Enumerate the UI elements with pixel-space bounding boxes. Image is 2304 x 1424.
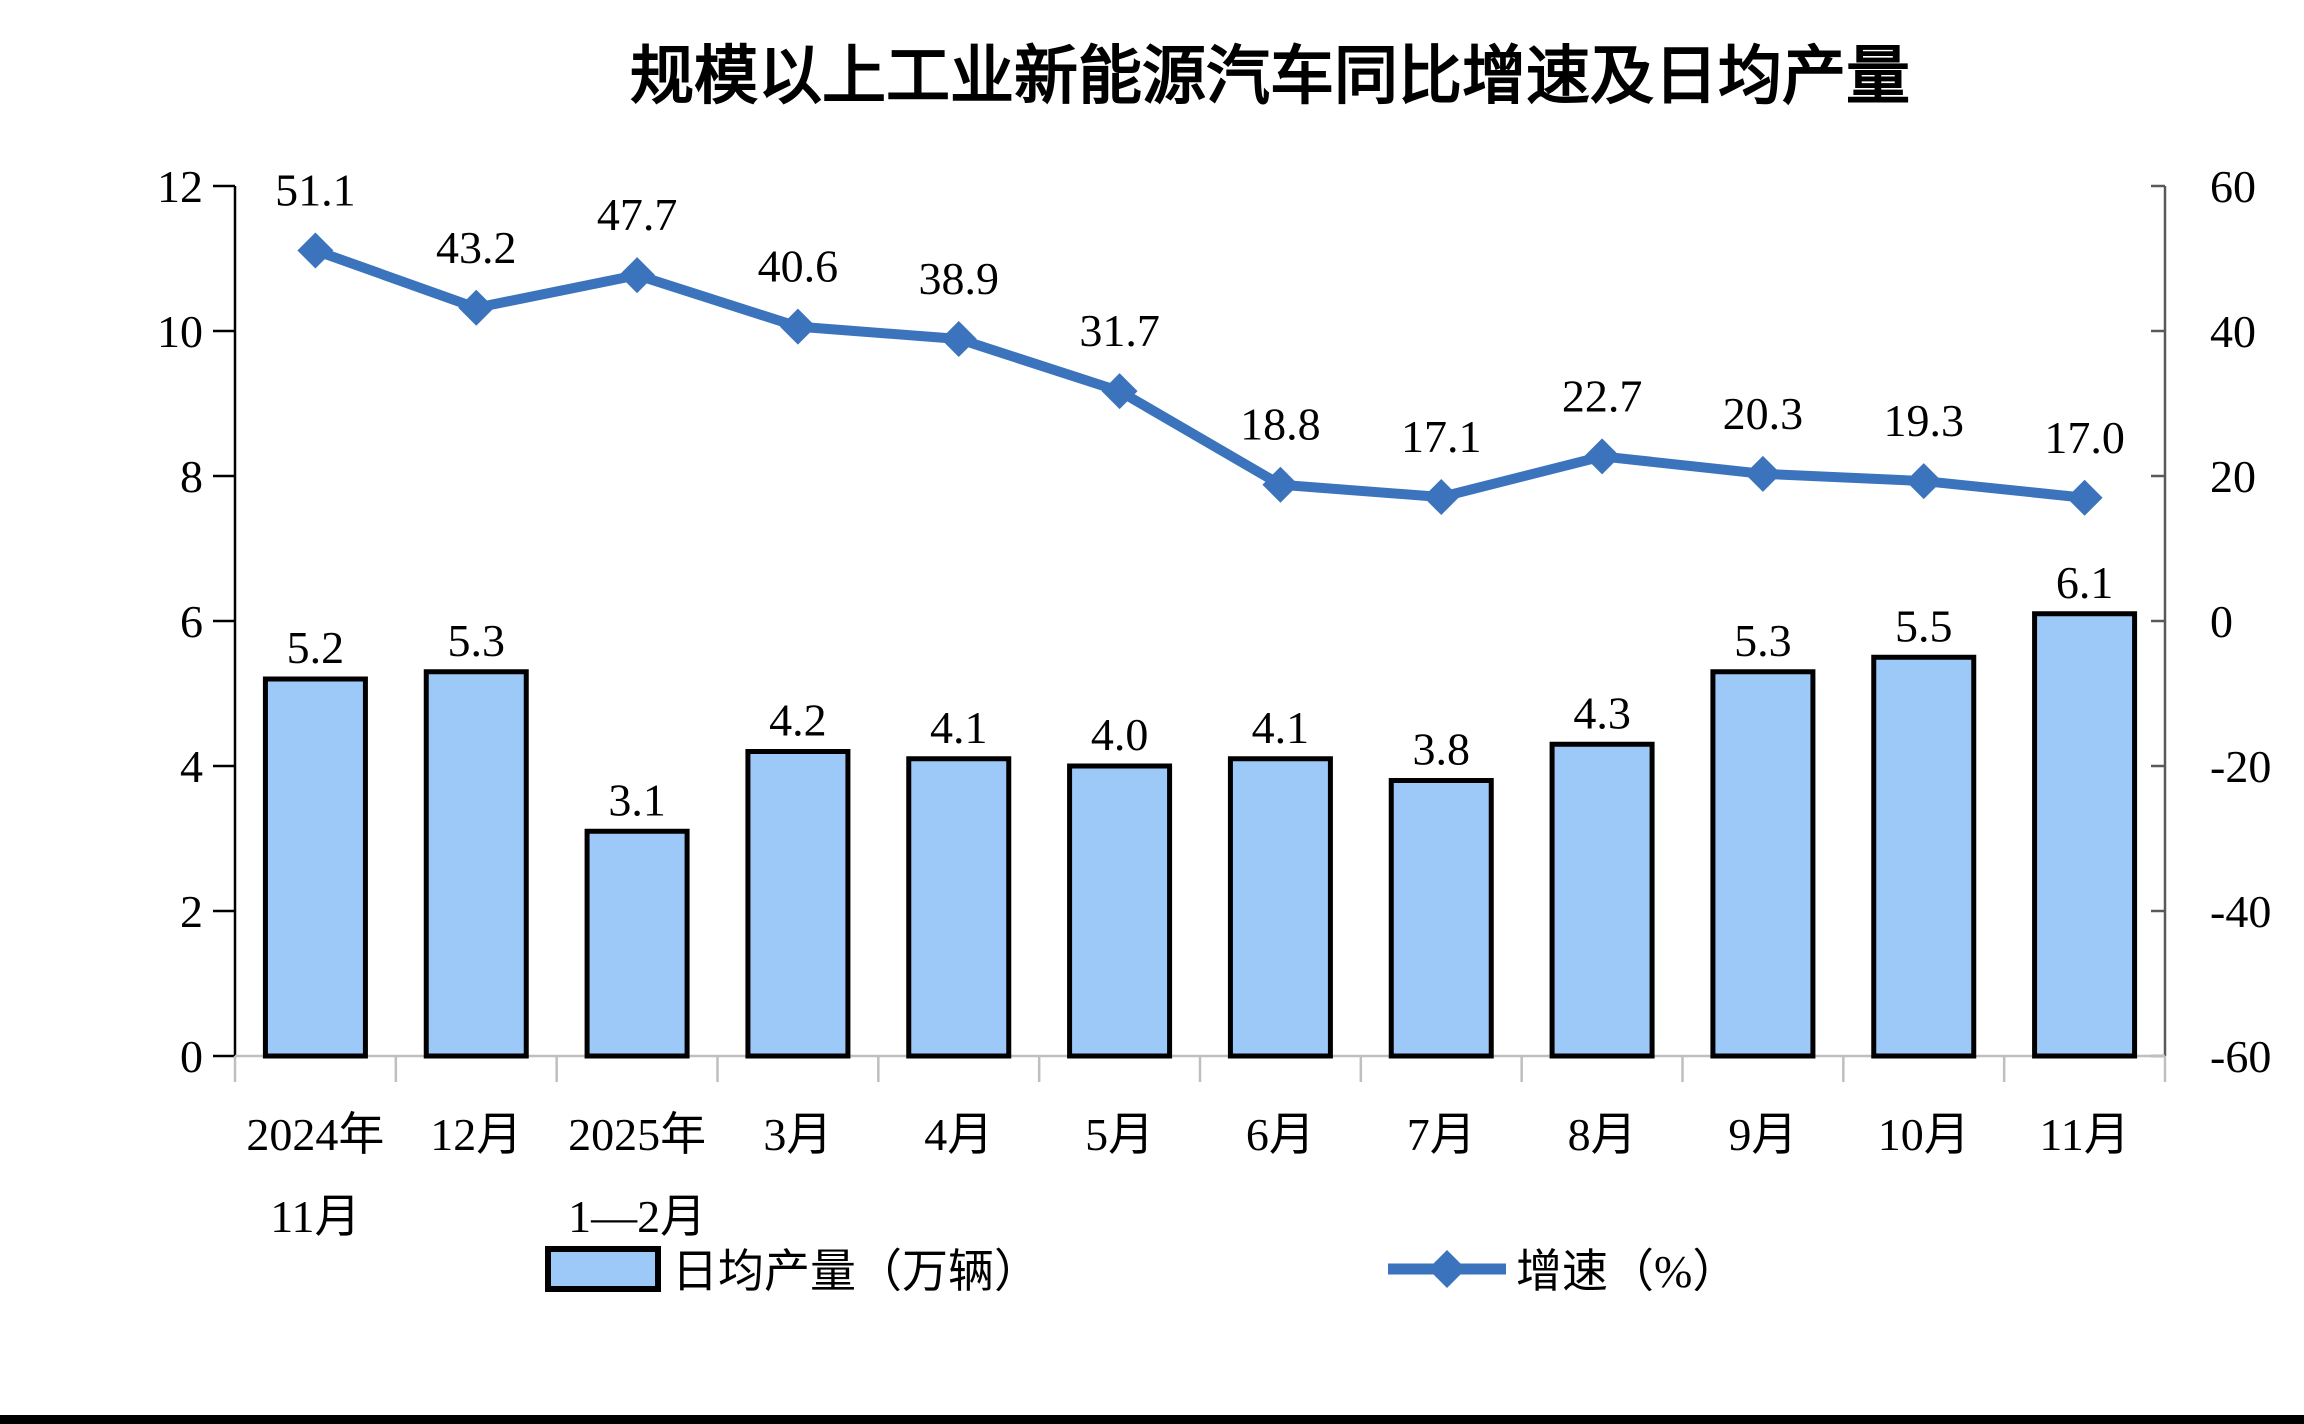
right-axis-tick-label: 0 <box>2210 596 2233 647</box>
bar <box>1067 763 1173 1059</box>
right-axis-tick-label: 60 <box>2210 161 2256 212</box>
x-category-label: 2025年 <box>568 1109 706 1160</box>
x-category-label: 7月 <box>1407 1109 1476 1160</box>
line-legend-marker <box>1428 1250 1466 1288</box>
line-value-label: 17.0 <box>2044 412 2125 463</box>
axes: 0 2 4 6 8 10 12 -60 -40 -20 0 20 40 60 <box>157 161 2271 1082</box>
x-category-label: 12月 <box>430 1109 522 1160</box>
bar <box>2032 611 2138 1059</box>
left-axis-tick-label: 8 <box>180 451 203 502</box>
x-category-label: 10月 <box>1878 1109 1970 1160</box>
left-axis-tick-label: 10 <box>157 306 203 357</box>
x-category-label: 11月 <box>270 1191 360 1242</box>
bar <box>1388 778 1494 1059</box>
line-marker <box>779 308 816 345</box>
x-category-label: 9月 <box>1728 1109 1797 1160</box>
line-value-label: 18.8 <box>1240 399 1321 450</box>
line-value-label: 19.3 <box>1884 395 1965 446</box>
line-series: 51.1 43.2 47.7 40.6 38.9 31.7 18.8 17.1 22.7 20.3… <box>275 165 2125 516</box>
x-category-label: 4月 <box>924 1109 993 1160</box>
bar <box>262 676 368 1059</box>
line-marker <box>1101 373 1138 410</box>
bar <box>1549 741 1655 1059</box>
bottom-border <box>0 1415 2304 1424</box>
chart-title: 规模以上工业新能源汽车同比增速及日均产量 <box>630 41 1910 112</box>
line-marker <box>619 257 656 294</box>
bar <box>423 669 529 1059</box>
left-axis-tick-label: 0 <box>180 1031 203 1082</box>
line-marker <box>1905 463 1942 500</box>
line-marker <box>1423 479 1460 516</box>
bar-value-label: 4.0 <box>1091 709 1149 760</box>
bar-value-label: 5.5 <box>1895 600 1953 651</box>
legend: 日均产量（万辆） 增速（%） <box>545 1246 1738 1297</box>
bar <box>1227 756 1333 1059</box>
bar-value-label: 6.1 <box>2056 557 2114 608</box>
left-axis-tick-label: 2 <box>180 886 203 937</box>
line-marker <box>940 320 977 357</box>
left-axis-tick-label: 4 <box>180 741 203 792</box>
legend-item-growth: 增速（%） <box>1388 1246 1738 1297</box>
bar <box>1710 669 1816 1059</box>
right-axis-tick-label: -60 <box>2210 1031 2271 1082</box>
line-value-label: 22.7 <box>1562 370 1643 421</box>
right-axis-tick-label: 40 <box>2210 306 2256 357</box>
line-marker <box>1584 438 1621 475</box>
x-category-label: 3月 <box>763 1109 832 1160</box>
line-marker <box>297 232 334 269</box>
x-category-label: 8月 <box>1568 1109 1637 1160</box>
line-value-label: 47.7 <box>597 189 678 240</box>
x-category-label: 6月 <box>1246 1109 1315 1160</box>
bar <box>584 828 690 1059</box>
bar-value-label: 4.2 <box>769 695 827 746</box>
line-value-label: 43.2 <box>436 222 517 273</box>
bar-legend-swatch <box>545 1246 661 1292</box>
left-axis-tick-label: 12 <box>157 161 203 212</box>
bar-value-label: 3.8 <box>1413 724 1471 775</box>
bar-value-label: 4.1 <box>930 702 988 753</box>
left-axis-tick-label: 6 <box>180 596 203 647</box>
line-value-label: 38.9 <box>919 253 1000 304</box>
right-axis-tick-label: -40 <box>2210 886 2271 937</box>
line-value-label: 51.1 <box>275 165 356 216</box>
x-axis-labels: 2024年 11月 12月 2025年 1—2月 3月 4月 5月 6月 7月 8月 9月 10月 11月 <box>246 1109 2129 1242</box>
right-axis-tick-label: 20 <box>2210 451 2256 502</box>
legend-label-growth: 增速（%） <box>1516 1246 1738 1297</box>
line-segment <box>313 245 2086 503</box>
line-value-label: 40.6 <box>758 241 839 292</box>
line-value-label: 31.7 <box>1079 305 1160 356</box>
line-marker <box>2066 479 2103 516</box>
x-category-label: 5月 <box>1085 1109 1154 1160</box>
right-axis-tick-label: -20 <box>2210 741 2271 792</box>
bar-series: 5.2 5.3 3.1 4.2 4.1 4.0 4.1 3.8 4.3 5.3 5.5 6.1 <box>262 557 2138 1059</box>
bar <box>906 756 1012 1059</box>
bar-value-label: 4.1 <box>1252 702 1310 753</box>
bar <box>1871 654 1977 1059</box>
bar-value-label: 5.3 <box>448 615 506 666</box>
line-marker <box>458 289 495 326</box>
x-category-label: 11月 <box>2039 1109 2129 1160</box>
line-marker <box>1744 455 1781 492</box>
line-marker <box>1262 466 1299 503</box>
legend-item-daily-output: 日均产量（万辆） <box>545 1246 1040 1297</box>
bar-value-label: 5.3 <box>1734 615 1792 666</box>
x-category-label: 2024年 <box>246 1109 384 1160</box>
x-category-label: 1—2月 <box>568 1191 706 1242</box>
line-value-label: 17.1 <box>1401 411 1482 462</box>
bar-value-label: 5.2 <box>287 622 345 673</box>
legend-label-daily-output: 日均产量（万辆） <box>672 1246 1040 1297</box>
bar-value-label: 3.1 <box>608 774 666 825</box>
bar <box>745 749 851 1059</box>
bar-value-label: 4.3 <box>1573 687 1631 738</box>
line-value-label: 20.3 <box>1723 388 1804 439</box>
